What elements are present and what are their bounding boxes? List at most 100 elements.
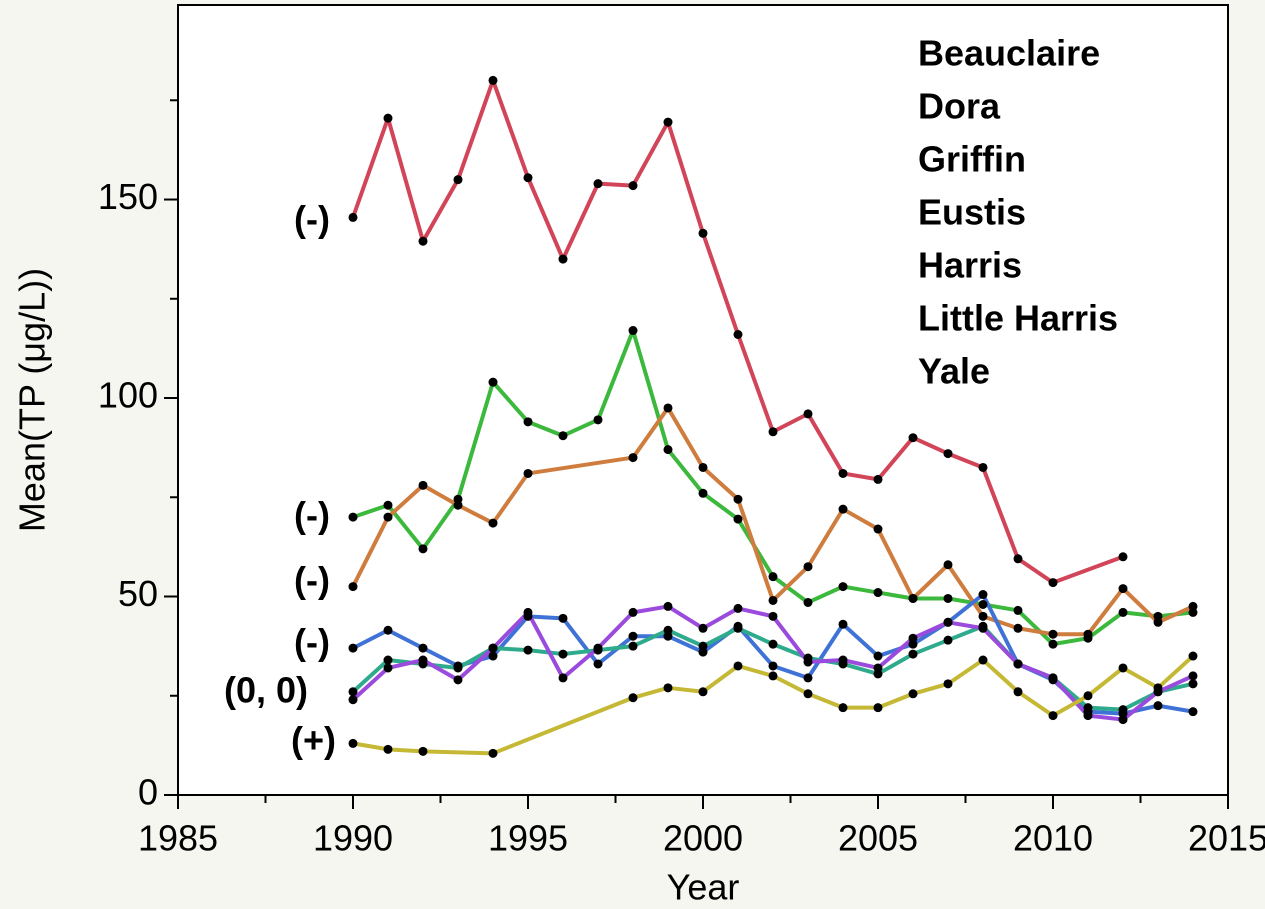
data-point xyxy=(698,641,708,651)
x-tick-label: 1990 xyxy=(313,818,393,859)
data-point xyxy=(453,663,463,673)
data-point xyxy=(348,738,358,748)
data-point xyxy=(1048,673,1058,683)
data-point xyxy=(978,611,988,621)
data-point xyxy=(383,655,393,665)
data-point xyxy=(768,639,778,649)
y-tick-label: 50 xyxy=(118,573,158,614)
data-point xyxy=(838,655,848,665)
data-point xyxy=(1083,691,1093,701)
data-point xyxy=(523,607,533,617)
data-point xyxy=(873,651,883,661)
data-point xyxy=(768,671,778,681)
data-point xyxy=(593,179,603,189)
data-point xyxy=(1083,711,1093,721)
data-point xyxy=(558,254,568,264)
data-point xyxy=(733,623,743,633)
data-point xyxy=(908,593,918,603)
data-point xyxy=(523,173,533,183)
data-point xyxy=(383,512,393,522)
data-point xyxy=(873,663,883,673)
data-point xyxy=(1118,552,1128,562)
data-point xyxy=(943,560,953,570)
data-point xyxy=(488,75,498,85)
data-point xyxy=(698,623,708,633)
data-point xyxy=(488,377,498,387)
y-tick-label: 100 xyxy=(98,375,158,416)
data-point xyxy=(1048,629,1058,639)
data-point xyxy=(418,544,428,554)
data-point xyxy=(1083,629,1093,639)
x-tick-label: 2000 xyxy=(663,818,743,859)
data-point xyxy=(733,514,743,524)
data-point xyxy=(628,326,638,336)
y-axis-label: Mean(TP (μg/L)) xyxy=(12,268,53,532)
data-point xyxy=(348,582,358,592)
data-point xyxy=(488,748,498,758)
data-point xyxy=(628,641,638,651)
data-point xyxy=(453,675,463,685)
data-point xyxy=(803,562,813,572)
data-point xyxy=(978,462,988,472)
data-point xyxy=(838,468,848,478)
data-point xyxy=(663,403,673,413)
data-point xyxy=(908,689,918,699)
data-point xyxy=(1188,601,1198,611)
data-point xyxy=(943,679,953,689)
annotation: (-) xyxy=(294,560,330,601)
data-point xyxy=(1188,651,1198,661)
data-point xyxy=(383,625,393,635)
data-point xyxy=(698,462,708,472)
data-point xyxy=(348,643,358,653)
legend-label: Griffin xyxy=(918,139,1026,180)
data-point xyxy=(558,431,568,441)
data-point xyxy=(733,329,743,339)
data-point xyxy=(418,236,428,246)
data-point xyxy=(978,623,988,633)
data-point xyxy=(663,445,673,455)
x-tick-label: 2005 xyxy=(838,818,918,859)
data-point xyxy=(908,649,918,659)
y-tick-label: 150 xyxy=(98,176,158,217)
x-tick-label: 2010 xyxy=(1013,818,1093,859)
data-point xyxy=(348,695,358,705)
data-point xyxy=(383,500,393,510)
data-point xyxy=(1118,715,1128,725)
data-point xyxy=(523,417,533,427)
data-point xyxy=(663,601,673,611)
data-point xyxy=(418,643,428,653)
data-point xyxy=(873,703,883,713)
data-point xyxy=(943,635,953,645)
data-point xyxy=(733,494,743,504)
data-point xyxy=(1013,554,1023,564)
data-point xyxy=(523,645,533,655)
data-point xyxy=(628,453,638,463)
data-point xyxy=(943,617,953,627)
data-point xyxy=(943,449,953,459)
legend-label: Eustis xyxy=(918,192,1026,233)
data-point xyxy=(1188,671,1198,681)
data-point xyxy=(593,659,603,669)
data-point xyxy=(1083,703,1093,713)
x-tick-label: 2015 xyxy=(1188,818,1265,859)
data-point xyxy=(803,689,813,699)
data-point xyxy=(1153,683,1163,693)
data-point xyxy=(1013,623,1023,633)
data-point xyxy=(838,504,848,514)
data-point xyxy=(698,687,708,697)
data-point xyxy=(663,683,673,693)
plot-area xyxy=(177,4,1229,796)
data-point xyxy=(1048,639,1058,649)
data-point xyxy=(803,597,813,607)
data-point xyxy=(768,611,778,621)
data-point xyxy=(348,512,358,522)
annotation: (-) xyxy=(294,622,330,663)
data-point xyxy=(453,500,463,510)
data-point xyxy=(1048,711,1058,721)
data-point xyxy=(1118,705,1128,715)
legend-label: Harris xyxy=(918,245,1022,286)
x-tick-label: 1985 xyxy=(138,818,218,859)
data-point xyxy=(663,625,673,635)
data-point xyxy=(978,599,988,609)
